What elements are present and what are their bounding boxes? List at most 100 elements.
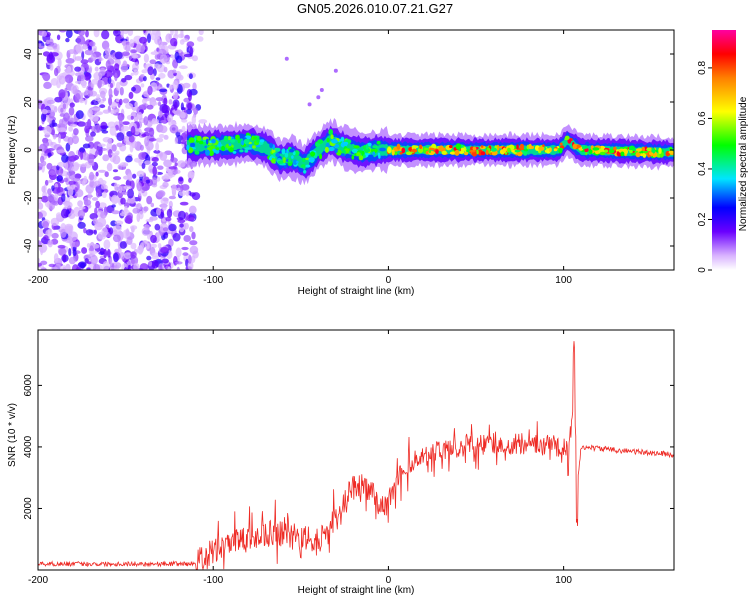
noise-blob	[47, 179, 54, 183]
ridge-blob	[376, 140, 381, 145]
noise-blob	[139, 263, 149, 270]
noise-blob	[41, 73, 50, 79]
noise-blob	[67, 136, 74, 146]
colorbar-tick-label: 0.6	[697, 111, 708, 125]
noise-blob	[90, 131, 96, 137]
noise-blob	[109, 125, 117, 136]
noise-blob	[86, 243, 91, 248]
ridge-blob	[472, 146, 477, 151]
noise-blob	[187, 102, 192, 110]
noise-blob	[170, 30, 174, 36]
noise-blob	[146, 255, 152, 261]
noise-blob	[125, 44, 131, 53]
noise-blob	[94, 66, 99, 72]
noise-blob	[165, 216, 172, 222]
noise-blob	[45, 39, 50, 45]
noise-blob	[125, 103, 133, 109]
noise-blob	[198, 30, 204, 36]
noise-blob	[162, 218, 166, 222]
noise-blob	[148, 261, 153, 267]
noise-blob	[91, 78, 98, 85]
noise-blob	[147, 33, 151, 44]
noise-blob	[80, 163, 88, 168]
noise-blob	[46, 99, 56, 105]
noise-blob	[64, 161, 69, 170]
noise-blob	[102, 97, 107, 102]
noise-blob	[146, 104, 154, 110]
ridge-blob	[334, 148, 338, 154]
noise-blob	[168, 166, 177, 170]
noise-blob	[75, 267, 82, 270]
noise-blob	[134, 101, 139, 108]
ridge-blob	[559, 142, 563, 146]
noise-blob	[51, 232, 59, 239]
noise-blob	[47, 188, 52, 196]
noise-blob	[59, 30, 67, 33]
noise-blob	[68, 49, 76, 55]
noise-blob	[143, 116, 149, 126]
ridge-blob	[372, 151, 376, 156]
noise-blob	[127, 173, 132, 179]
ridge-blob	[511, 150, 516, 153]
noise-blob	[108, 227, 114, 235]
noise-blob	[89, 171, 95, 181]
ridge-blob	[603, 149, 609, 153]
noise-blob	[150, 243, 157, 249]
ridge-blob	[642, 150, 648, 154]
snr-x-ticks: -200 -100 0 100	[28, 330, 572, 586]
ridge-blob	[428, 147, 435, 151]
noise-blob	[77, 209, 86, 218]
noise-blob	[40, 260, 48, 265]
noise-blob	[163, 134, 169, 140]
noise-blob	[179, 65, 188, 70]
ridge-blob	[363, 154, 366, 159]
noise-blob	[47, 239, 53, 248]
noise-blob	[145, 179, 151, 184]
noise-blob	[176, 73, 181, 78]
noise-blob	[93, 180, 101, 187]
ridge-blob	[205, 149, 210, 156]
noise-blob	[126, 198, 135, 204]
spectrogram-x-axis-label: Height of straight line (km)	[298, 286, 415, 297]
noise-blob	[112, 225, 122, 233]
noise-blob	[72, 177, 81, 182]
noise-blob	[102, 261, 110, 270]
noise-blob	[113, 176, 122, 181]
noise-blob	[188, 205, 197, 214]
noise-blob	[124, 215, 131, 224]
noise-blob	[133, 263, 140, 270]
noise-blob	[172, 69, 177, 74]
ridge-blob	[424, 147, 429, 151]
noise-blob	[112, 155, 121, 165]
y-tick-label: 4000	[23, 435, 34, 458]
noise-blob	[175, 261, 183, 265]
ridge-blob	[367, 154, 374, 159]
ridge-blob	[237, 138, 241, 144]
noise-blob	[127, 30, 134, 36]
noise-blob	[104, 47, 111, 55]
noise-blob	[108, 96, 113, 106]
ridge-blob	[324, 146, 329, 153]
noise-blob	[152, 165, 157, 176]
ridge-blob	[639, 153, 644, 157]
ridge-blob	[572, 143, 577, 150]
ridge-blob	[460, 147, 465, 153]
ridge-blob	[199, 140, 204, 145]
ridge-blob	[251, 145, 256, 149]
colorbar-tick-label: 0.4	[697, 162, 708, 176]
ridge-blob	[281, 148, 286, 155]
noise-blob	[127, 264, 132, 270]
ridge-blob	[244, 149, 249, 153]
noise-blob	[175, 55, 183, 64]
noise-blob	[132, 173, 137, 179]
ridge-blob	[449, 145, 453, 149]
noise-blob	[69, 123, 78, 128]
ridge-blob	[528, 143, 532, 150]
noise-blob	[178, 177, 184, 182]
noise-blob	[58, 133, 61, 144]
ridge-blob	[490, 147, 497, 152]
noise-blob	[107, 149, 113, 158]
noise-blob	[178, 190, 187, 196]
noise-blob	[138, 104, 147, 111]
noise-blob	[198, 119, 208, 124]
